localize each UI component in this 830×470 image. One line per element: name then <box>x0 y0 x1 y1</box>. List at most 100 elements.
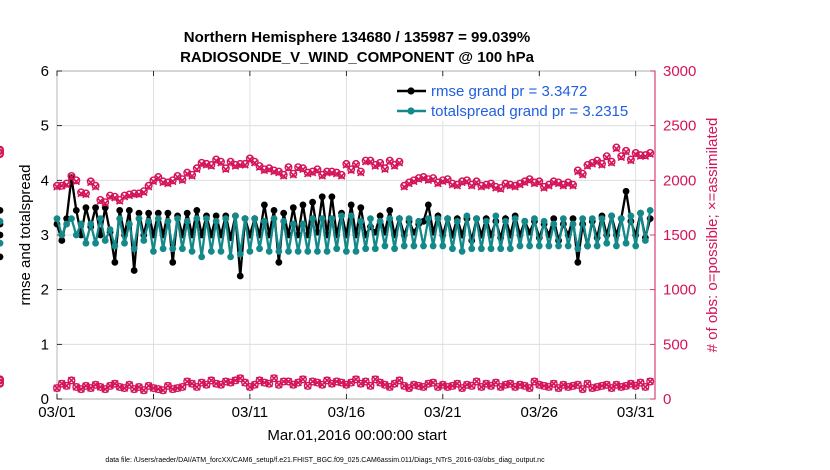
series-5-point <box>144 382 153 390</box>
series-1-point <box>53 215 61 223</box>
series-1-point <box>68 215 75 223</box>
series-1-point <box>613 242 620 250</box>
y-tick-label: 3 <box>41 227 49 244</box>
series-5-point <box>217 381 225 389</box>
series-1-point <box>294 248 302 255</box>
series-1-point <box>473 215 480 223</box>
series-5-point <box>612 381 621 389</box>
series-3-point <box>521 178 529 187</box>
series-2-point <box>602 152 611 161</box>
series-3-point <box>487 180 495 189</box>
series-3-point <box>173 173 182 181</box>
series-3-point <box>574 167 582 176</box>
series-4-point <box>491 378 500 387</box>
series-5-point <box>91 381 100 389</box>
series-3-point <box>188 172 196 180</box>
series-1-point <box>0 239 4 247</box>
series-0-point <box>130 267 138 274</box>
series-1-point <box>101 237 109 244</box>
series-1-point <box>376 217 384 225</box>
series-1-point <box>637 209 644 217</box>
series-5-point <box>231 376 240 385</box>
series-1-point <box>97 215 104 223</box>
series-5-point <box>448 382 457 390</box>
series-2-point <box>144 181 153 190</box>
series-2-point <box>414 174 423 183</box>
series-0-point <box>212 212 220 220</box>
y-axis-label: rmse and totalspread <box>17 165 34 306</box>
series-2-point <box>342 159 351 168</box>
series-1-point <box>550 220 558 228</box>
series-1-point <box>241 215 249 223</box>
chart-title-line2: RADIOSONDE_V_WIND_COMPONENT @ 100 hPa <box>180 49 535 66</box>
x-axis-label: Mar.01,2016 00:00:00 start <box>267 427 447 444</box>
series-2-point <box>554 178 563 187</box>
series-4-point <box>303 381 312 390</box>
series-1-point <box>641 237 649 244</box>
series-1-point <box>444 215 452 223</box>
series-2-point <box>332 168 341 177</box>
series-1-point <box>116 215 124 223</box>
series-2-point <box>622 146 631 155</box>
series-1-point <box>289 220 297 228</box>
series-3-point <box>395 159 404 167</box>
series-2-point <box>154 173 163 182</box>
series-4-point <box>472 377 481 386</box>
series-5-point <box>400 382 408 390</box>
series-5-point <box>439 381 447 389</box>
series-1-point <box>453 217 461 225</box>
series-1-point <box>449 245 456 253</box>
series-1-point <box>299 220 307 228</box>
series-0-point <box>0 207 4 214</box>
series-2-point <box>376 158 385 167</box>
series-1-point <box>121 239 128 247</box>
series-5-point <box>627 379 635 388</box>
series-1-point <box>169 245 177 253</box>
series-5-point <box>270 374 278 382</box>
series-1-point <box>468 245 476 253</box>
series-5-point <box>255 376 264 385</box>
data-file-footnote: data file: /Users/raeder/DAI/ATM_forcXX/… <box>105 457 545 464</box>
series-5-point <box>482 379 490 388</box>
series-3-point <box>588 160 597 168</box>
series-1-point <box>396 215 403 223</box>
series-5-point <box>67 376 76 385</box>
series-1-point <box>415 217 423 225</box>
series-3-point <box>607 159 616 167</box>
series-4-point <box>298 375 307 384</box>
series-3-point <box>72 177 81 186</box>
series-1-point <box>265 248 273 255</box>
series-1-point <box>477 245 485 253</box>
series-1-point <box>318 215 326 223</box>
series-1-point <box>526 242 534 250</box>
series-3-point <box>164 179 172 188</box>
series-1-point <box>555 242 562 250</box>
series-1-point <box>323 248 331 255</box>
series-2-point <box>631 148 640 157</box>
series-2-point <box>221 164 230 173</box>
series-1-point <box>140 237 148 244</box>
series-2-point <box>212 155 221 164</box>
series-2-point <box>607 157 616 166</box>
series-1-point <box>362 245 370 253</box>
series-1-point <box>627 212 635 220</box>
x-tick-label: 03/11 <box>232 404 268 421</box>
series-5-point <box>342 381 351 389</box>
series-1-point <box>521 217 529 225</box>
series-0-point <box>58 237 66 244</box>
series-4-point <box>67 376 76 385</box>
y-tick-label: 6 <box>41 63 49 80</box>
series-3-point <box>545 182 553 190</box>
series-2-point <box>168 176 177 185</box>
series-2-point <box>284 163 293 172</box>
series-3-point <box>419 174 428 182</box>
series-5-point <box>183 377 191 386</box>
series-2-point <box>120 191 129 200</box>
series-5-point <box>106 382 114 390</box>
y2-tick-label: 500 <box>663 336 688 353</box>
series-1-point <box>333 245 341 253</box>
series-1-point <box>434 215 442 223</box>
series-1-point <box>386 215 394 223</box>
series-3-point <box>641 152 650 161</box>
series-2-point <box>303 168 312 177</box>
